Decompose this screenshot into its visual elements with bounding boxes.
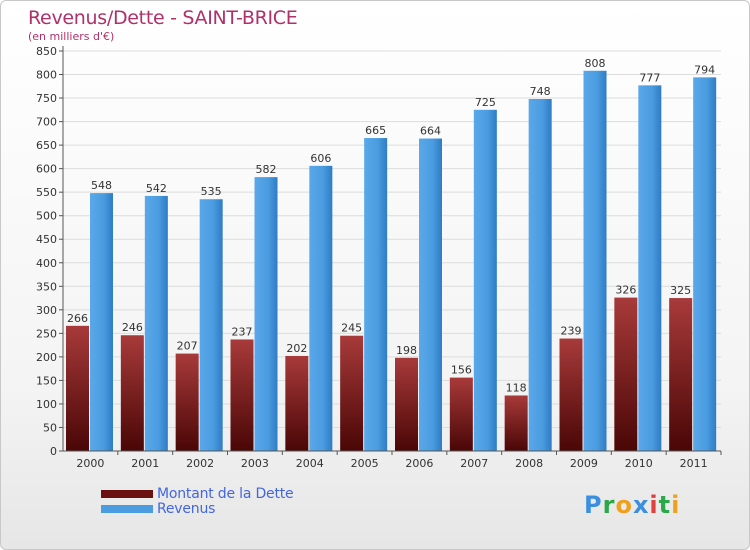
data-label-revenus: 748	[530, 85, 551, 98]
y-tick-label: 500	[36, 210, 57, 223]
bar-revenus	[199, 199, 223, 451]
data-label-dette: 326	[615, 284, 636, 297]
x-tick-label: 2009	[570, 457, 598, 470]
bar-dette	[66, 325, 89, 451]
y-tick-label: 250	[36, 327, 57, 340]
logo-letter: r	[602, 491, 616, 519]
legend-label-revenus: Revenus	[157, 501, 216, 517]
data-label-revenus: 777	[639, 71, 660, 84]
bar-revenus	[473, 109, 497, 451]
legend-item-revenus: Revenus	[101, 501, 215, 517]
bar-dette	[395, 357, 418, 451]
bar-revenus	[693, 77, 717, 452]
bar-revenus	[254, 177, 278, 451]
x-tick-label: 2008	[515, 457, 543, 470]
x-tick-label: 2007	[460, 457, 488, 470]
data-label-revenus: 664	[420, 125, 441, 138]
x-tick-label: 2002	[186, 457, 214, 470]
logo-letter: t	[658, 491, 672, 519]
x-tick-label: 2005	[351, 457, 379, 470]
logo-letter: P	[584, 491, 603, 519]
bar-dette	[230, 339, 254, 451]
bar-revenus	[528, 99, 552, 451]
data-label-revenus: 542	[146, 182, 167, 195]
legend-item-dette: Montant de la Dette	[101, 486, 294, 502]
x-tick-label: 2006	[405, 457, 433, 470]
bar-revenus	[144, 195, 168, 451]
y-tick-label: 450	[36, 233, 57, 246]
y-tick-label: 750	[36, 92, 57, 105]
x-tick-label: 2003	[241, 457, 269, 470]
data-label-dette: 325	[670, 284, 691, 297]
data-label-revenus: 535	[201, 185, 222, 198]
chart-title: Revenus/Dette - SAINT-BRICE	[28, 7, 298, 29]
bar-dette	[669, 298, 693, 451]
legend-swatch-dette	[101, 490, 153, 498]
chart-subtitle: (en milliers d'€)	[28, 30, 115, 43]
logo-letter: o	[615, 491, 633, 519]
data-label-revenus: 665	[365, 124, 386, 137]
bar-dette	[340, 335, 364, 451]
y-tick-label: 850	[36, 45, 57, 58]
logo-letter: i	[649, 491, 659, 519]
bar-revenus	[638, 85, 662, 452]
data-label-dette: 245	[341, 322, 362, 335]
logo-letter: x	[632, 491, 650, 519]
data-label-dette: 198	[396, 344, 417, 357]
bar-dette	[175, 353, 199, 451]
y-tick-label: 200	[36, 351, 57, 364]
data-label-revenus: 725	[475, 96, 496, 109]
bar-revenus	[419, 138, 442, 451]
y-tick-label: 800	[36, 69, 57, 82]
legend-label-dette: Montant de la Dette	[157, 486, 294, 502]
data-label-dette: 202	[286, 342, 307, 355]
x-tick-label: 2010	[625, 457, 653, 470]
data-label-dette: 118	[506, 381, 527, 394]
data-label-revenus: 606	[310, 152, 331, 165]
x-tick-label: 2001	[131, 457, 159, 470]
x-tick-label: 2011	[680, 457, 708, 470]
y-tick-label: 50	[43, 421, 57, 434]
bar-dette	[614, 297, 638, 451]
y-tick-label: 350	[36, 280, 57, 293]
bar-revenus	[364, 138, 388, 451]
data-label-revenus: 794	[694, 63, 715, 76]
bar-revenus	[583, 70, 607, 451]
data-label-dette: 156	[451, 364, 472, 377]
legend-swatch-revenus	[101, 505, 153, 513]
y-tick-label: 300	[36, 304, 57, 317]
data-label-dette: 239	[561, 325, 582, 338]
data-label-dette: 246	[122, 321, 143, 334]
x-tick-label: 2000	[76, 457, 104, 470]
data-label-dette: 237	[232, 325, 253, 338]
data-label-dette: 207	[177, 340, 198, 353]
x-tick-label: 2004	[296, 457, 324, 470]
y-tick-label: 150	[36, 374, 57, 387]
bar-revenus	[309, 165, 333, 451]
y-tick-label: 600	[36, 163, 57, 176]
bar-dette	[504, 395, 528, 451]
bar-dette	[120, 335, 144, 451]
data-label-revenus: 808	[585, 57, 606, 70]
bar-revenus	[90, 193, 113, 451]
bar-dette	[285, 355, 309, 451]
data-label-revenus: 548	[91, 179, 112, 192]
y-tick-label: 100	[36, 398, 57, 411]
data-label-revenus: 582	[256, 163, 277, 176]
y-tick-label: 650	[36, 139, 57, 152]
bar-dette	[449, 377, 473, 451]
proxiti-logo: Proxiti	[584, 491, 680, 519]
y-tick-label: 400	[36, 257, 57, 270]
bar-dette	[559, 338, 583, 451]
y-tick-label: 0	[50, 445, 57, 458]
y-tick-label: 700	[36, 116, 57, 129]
y-tick-label: 550	[36, 186, 57, 199]
data-label-dette: 266	[67, 312, 88, 325]
logo-letter: i	[671, 491, 681, 519]
